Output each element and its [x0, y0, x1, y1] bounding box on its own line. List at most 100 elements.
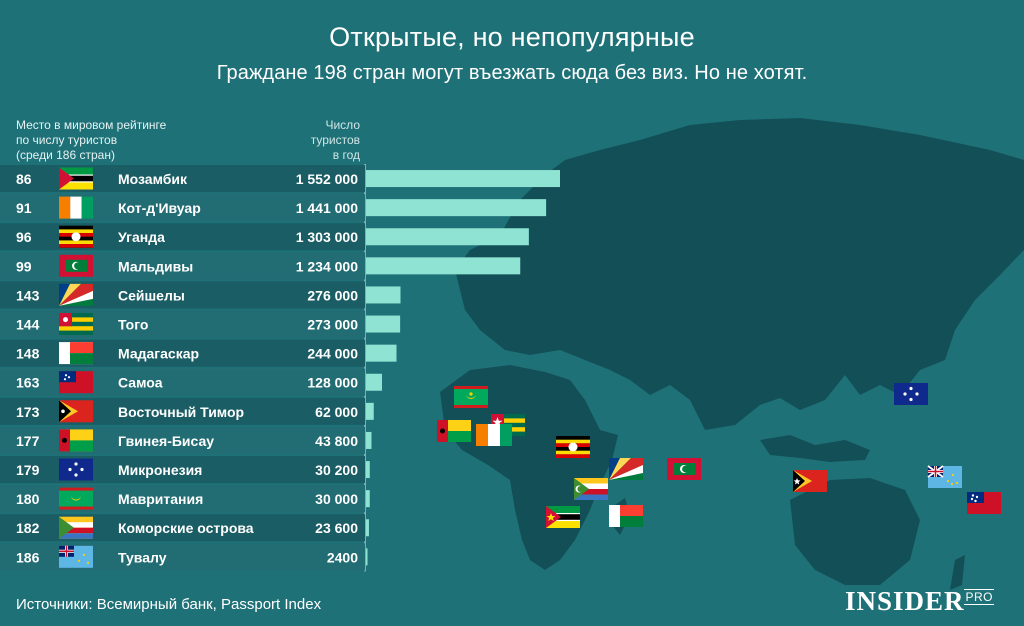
- comoros-flag-icon: [59, 516, 93, 539]
- sources-note: Источники: Всемирный банк, Passport Inde…: [16, 596, 322, 613]
- map-flag-east-timor: [793, 470, 827, 492]
- uganda-flag-icon: [59, 225, 93, 248]
- bar-chart: 86 Мозамбик 1 552 000 91 Кот-д'Ивуар 1 441 00…: [0, 164, 560, 572]
- map-flag-tuvalu: [927, 465, 962, 488]
- rank-label: 186: [16, 549, 40, 565]
- mauritania-flag-icon: [59, 487, 93, 510]
- rank-label: 148: [16, 346, 40, 362]
- map-flag-micronesia: [894, 383, 928, 405]
- bar: [366, 315, 401, 333]
- bar: [366, 519, 369, 537]
- bar: [366, 199, 547, 217]
- chart-subtitle: Граждане 198 стран могут въезжать сюда б…: [216, 62, 808, 84]
- eurasia-landmass: [455, 118, 1024, 430]
- value-label: 30 200: [315, 462, 358, 478]
- rank-label: 86: [16, 171, 32, 187]
- map-flag-comoros: [574, 478, 608, 500]
- rank-label: 177: [16, 433, 40, 449]
- guinea-bissau-flag-icon: [59, 429, 93, 452]
- map-flag-mozambique: [546, 506, 580, 528]
- bar: [366, 286, 401, 304]
- tourists-header-line: туристов: [310, 133, 360, 147]
- rank-label: 96: [16, 229, 32, 245]
- bar: [366, 402, 374, 420]
- value-label: 1 552 000: [296, 171, 358, 187]
- map-flag-seychelles: [609, 458, 643, 480]
- tourists-header-line: в год: [332, 148, 360, 162]
- rank-label: 144: [16, 317, 40, 333]
- rank-label: 179: [16, 462, 40, 478]
- bar: [366, 461, 370, 479]
- japan-landmass: [903, 290, 930, 330]
- australia-landmass: [790, 478, 920, 585]
- country-label: Самоа: [118, 375, 163, 391]
- togo-flag-icon: [59, 313, 93, 335]
- value-label: 1 303 000: [296, 229, 358, 245]
- map-flag-madagascar: [609, 505, 643, 527]
- country-label: Кот-д'Ивуар: [118, 200, 201, 216]
- country-label: Гвинея-Бисау: [118, 433, 214, 449]
- east-timor-flag-icon: [59, 400, 93, 423]
- map-flag-uganda: [556, 436, 590, 458]
- tourists-column-header: Число туристов в год: [280, 118, 360, 163]
- rank-label: 180: [16, 491, 40, 507]
- mozambique-flag-icon: [59, 167, 93, 190]
- row-background: [0, 543, 365, 571]
- rank-label: 91: [16, 200, 32, 216]
- rank-header-line: (среди 186 стран): [16, 148, 115, 162]
- country-label: Тувалу: [118, 549, 167, 565]
- country-label: Уганда: [118, 229, 165, 245]
- logo-suffix: PRO: [964, 589, 994, 605]
- country-label: Мальдивы: [118, 258, 193, 274]
- value-label: 30 000: [315, 491, 358, 507]
- value-label: 1 441 000: [296, 200, 358, 216]
- country-label: Мавритания: [118, 491, 203, 507]
- insider-pro-logo: INSIDERPRO: [845, 586, 994, 617]
- rank-header-line: по числу туристов: [16, 133, 118, 147]
- micronesia-flag-icon: [59, 458, 93, 481]
- rank-label: 173: [16, 404, 40, 420]
- tuvalu-flag-icon: [59, 545, 93, 568]
- rank-header-line: Место в мировом рейтинге: [16, 118, 167, 132]
- rank-label: 163: [16, 375, 40, 391]
- cote-divoire-flag-icon: [59, 196, 93, 219]
- country-label: Микронезия: [118, 462, 202, 478]
- country-label: Коморские острова: [118, 520, 254, 536]
- bar: [366, 257, 521, 275]
- country-label: Мадагаскар: [118, 346, 199, 362]
- logo-text: INSIDER: [844, 586, 965, 616]
- new-zealand-landmass: [950, 555, 965, 590]
- rank-label: 182: [16, 520, 40, 536]
- map-flag-guinea-bissau: [437, 420, 471, 442]
- map-flag-samoa: [967, 492, 1001, 514]
- map-flag-maldives: [667, 458, 701, 480]
- islands-landmass: [760, 435, 870, 462]
- value-label: 128 000: [307, 375, 358, 391]
- chart-title: Открытые, но непопулярные: [329, 22, 695, 52]
- bar: [366, 228, 529, 246]
- value-label: 276 000: [307, 287, 358, 303]
- country-label: Восточный Тимор: [118, 404, 244, 420]
- seychelles-flag-icon: [59, 283, 93, 306]
- country-label: Сейшелы: [118, 287, 185, 303]
- value-label: 23 600: [315, 520, 358, 536]
- rank-column-header: Место в мировом рейтинге по числу турист…: [16, 118, 216, 163]
- bar: [366, 344, 397, 362]
- bar: [366, 170, 560, 188]
- value-label: 244 000: [307, 346, 358, 362]
- value-label: 62 000: [315, 404, 358, 420]
- samoa-flag-icon: [59, 371, 93, 394]
- tourists-header-line: Число: [325, 118, 360, 132]
- bar: [366, 548, 368, 566]
- map-flag-mauritania: [454, 386, 488, 408]
- value-label: 273 000: [307, 317, 358, 333]
- value-label: 1 234 000: [296, 258, 358, 274]
- madagascar-flag-icon: [59, 342, 93, 365]
- country-label: Того: [118, 317, 148, 333]
- rank-label: 99: [16, 258, 32, 274]
- rank-label: 143: [16, 287, 40, 303]
- country-label: Мозамбик: [118, 171, 188, 187]
- value-label: 2400: [327, 549, 358, 565]
- value-label: 43 800: [315, 433, 358, 449]
